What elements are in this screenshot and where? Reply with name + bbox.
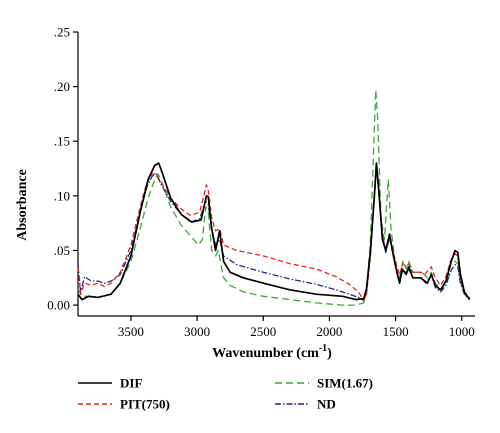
y-axis-title: Absorbance [15,169,30,241]
x-tick-label: 1000 [449,324,475,339]
y-tick-label: .15 [54,134,70,149]
legend-label-sim-1-67: SIM(1.67) [317,376,373,391]
y-tick-label: 0.00 [47,298,70,313]
x-axis-title-end: ) [327,346,332,361]
series-line-pit-750 [77,165,471,302]
x-tick-label: 3000 [184,324,210,339]
series-layer [77,89,471,306]
x-tick-label: 2000 [316,324,342,339]
x-axis-title: Wavenumber (cm-1) [212,343,332,361]
y-tick-label: .05 [54,243,70,258]
x-axis: 3500 3000 2500 2000 1500 1000 [78,315,475,339]
y-axis: 0.00 .05 .10 .15 .20 .25 [47,25,79,316]
y-tick-label: .20 [54,79,70,94]
x-axis-title-main: Wavenumber (cm [212,346,319,361]
legend-label-pit-750: PIT(750) [120,397,170,412]
legend-label-nd: ND [317,397,336,412]
series-line-nd [77,167,471,302]
x-tick-label: 1500 [383,324,409,339]
legend: DIF PIT(750) SIM(1.67) ND [78,376,373,412]
series-line-sim-1-67 [77,89,471,306]
y-tick-label: .25 [54,25,70,40]
series-line-dif [77,162,471,301]
x-axis-title-exponent: -1 [319,343,327,354]
x-tick-label: 2500 [250,324,276,339]
x-tick-label: 3500 [118,324,144,339]
legend-label-dif: DIF [120,376,142,391]
y-tick-label: .10 [54,188,70,203]
